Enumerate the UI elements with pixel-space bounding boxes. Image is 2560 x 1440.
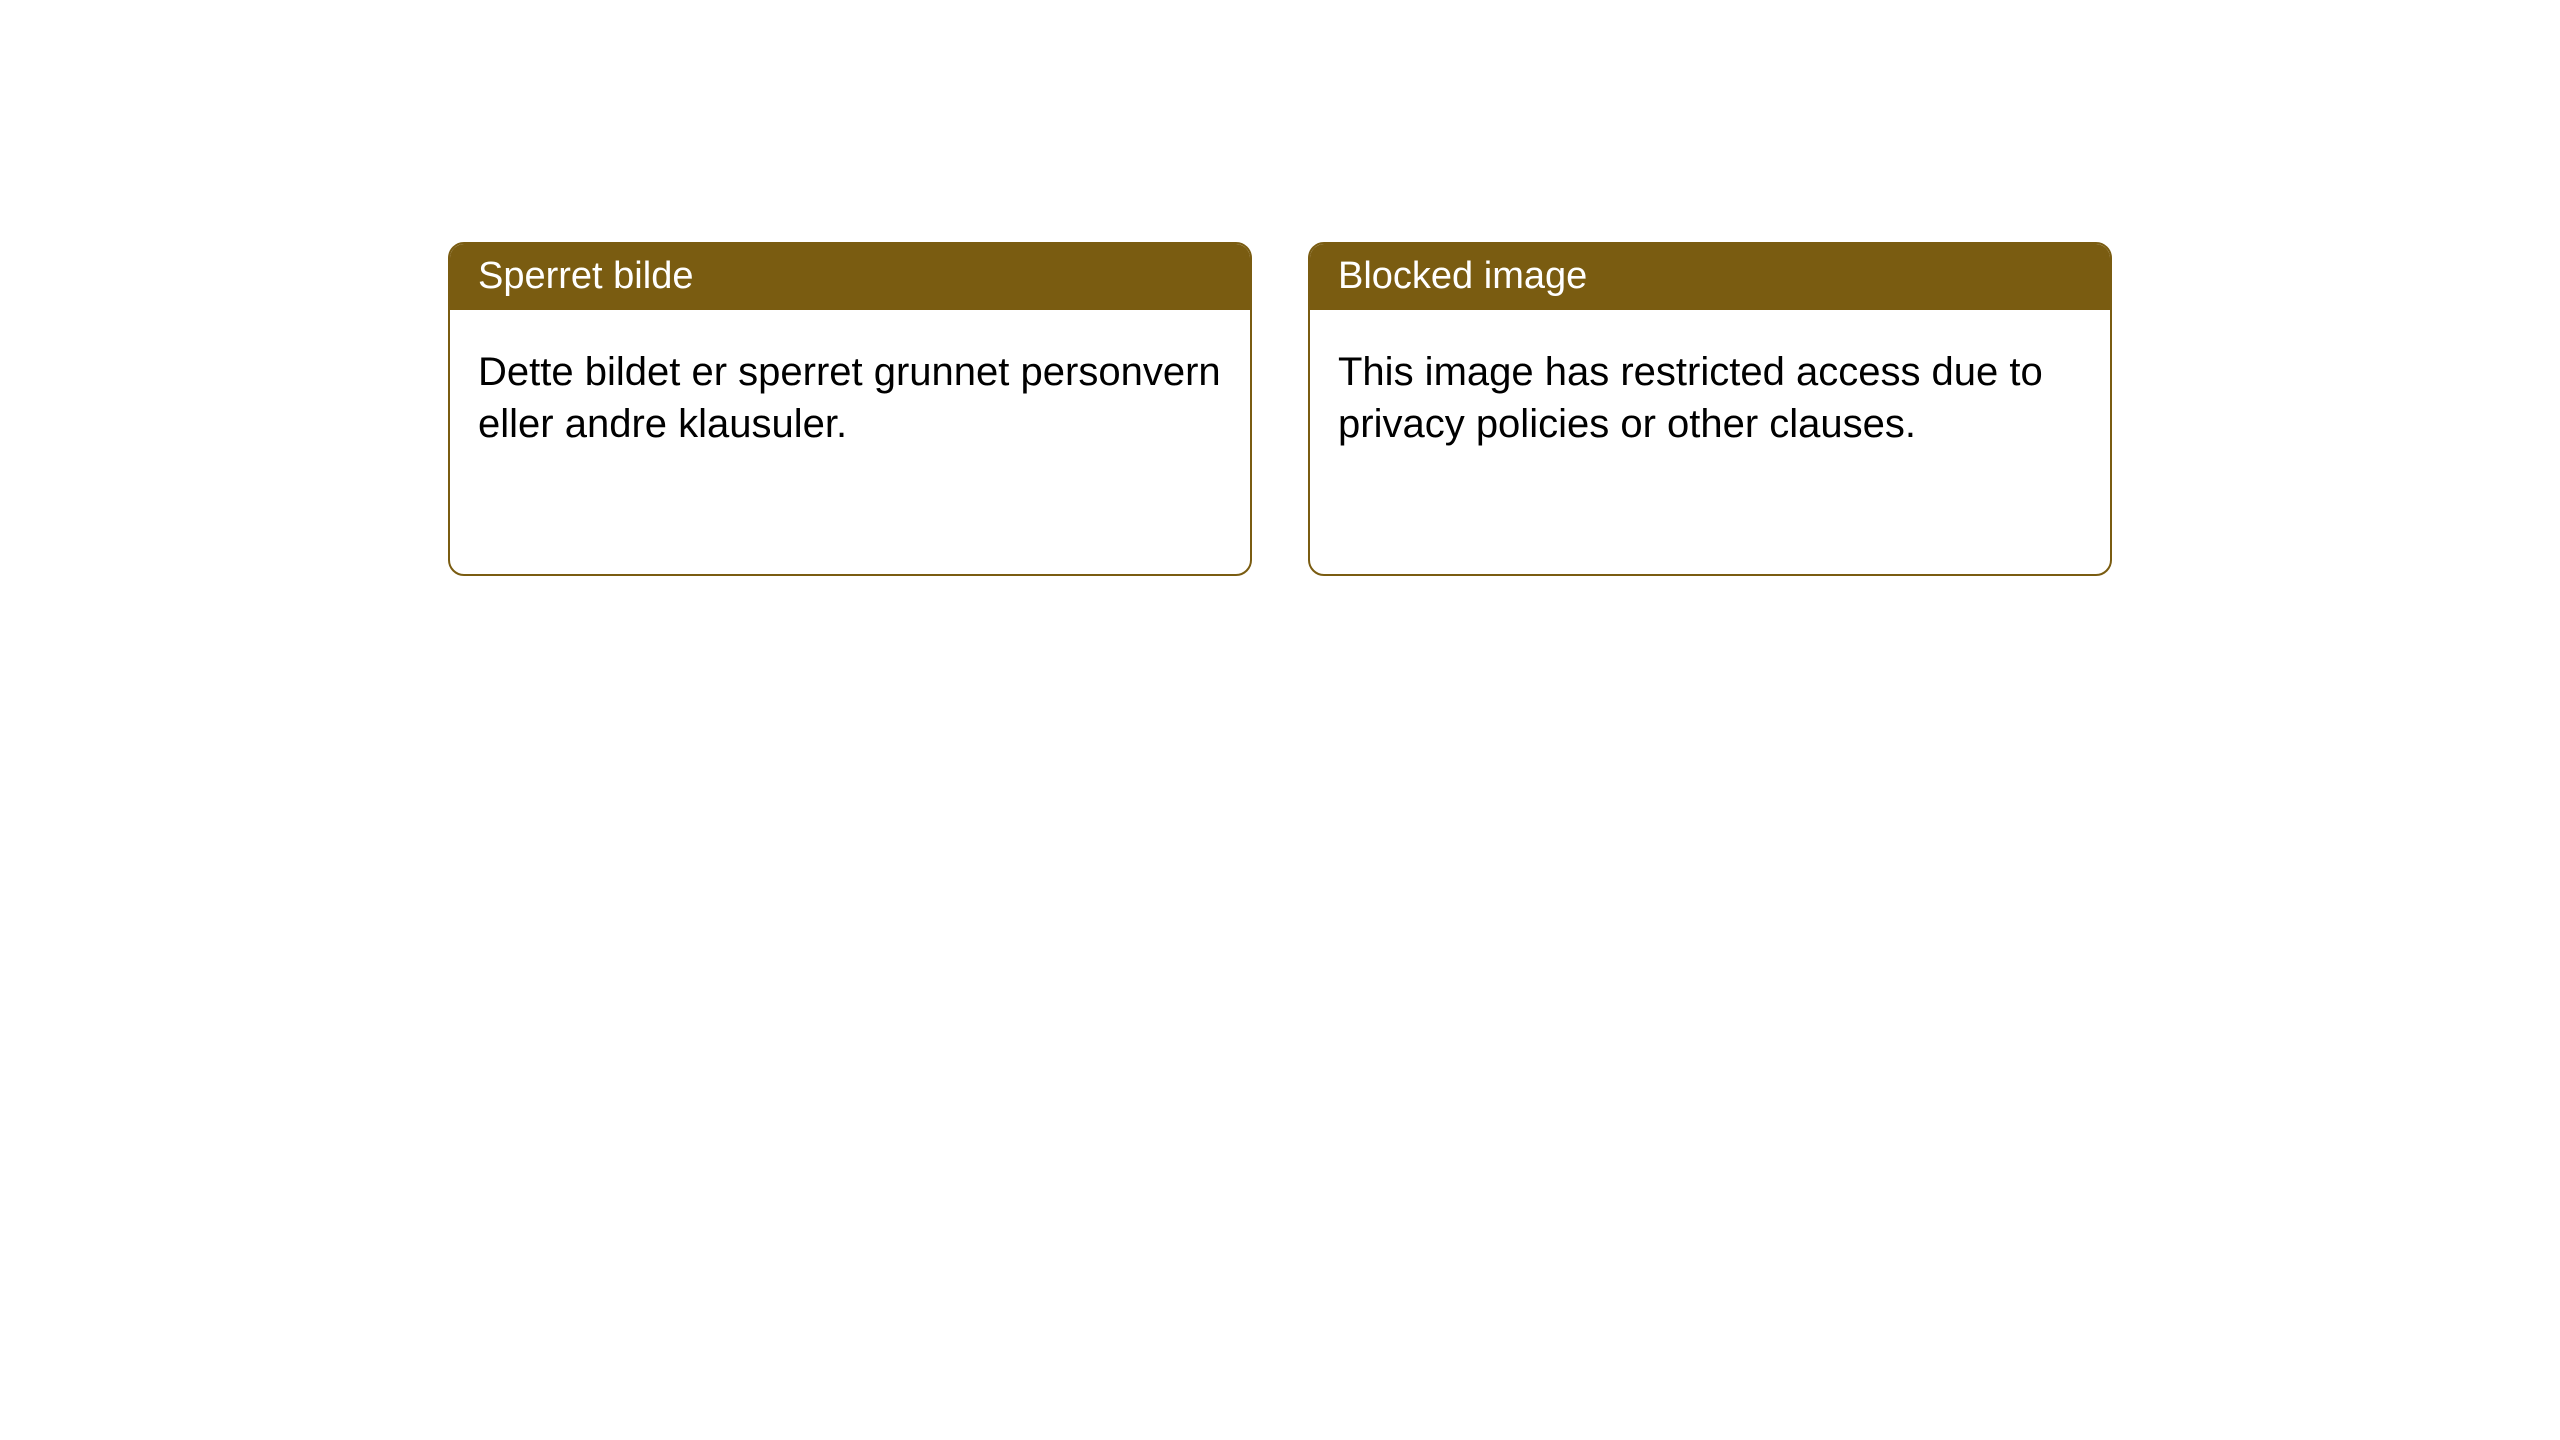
alert-header: Blocked image bbox=[1310, 244, 2110, 310]
alert-message: Dette bildet er sperret grunnet personve… bbox=[478, 350, 1221, 446]
alert-body: This image has restricted access due to … bbox=[1310, 310, 2110, 486]
alert-header: Sperret bilde bbox=[450, 244, 1250, 310]
alert-container: Sperret bilde Dette bildet er sperret gr… bbox=[0, 0, 2560, 576]
alert-message: This image has restricted access due to … bbox=[1338, 350, 2043, 446]
alert-body: Dette bildet er sperret grunnet personve… bbox=[450, 310, 1250, 486]
alert-card-english: Blocked image This image has restricted … bbox=[1308, 242, 2112, 576]
alert-title: Sperret bilde bbox=[478, 255, 693, 297]
alert-title: Blocked image bbox=[1338, 255, 1587, 297]
alert-card-norwegian: Sperret bilde Dette bildet er sperret gr… bbox=[448, 242, 1252, 576]
